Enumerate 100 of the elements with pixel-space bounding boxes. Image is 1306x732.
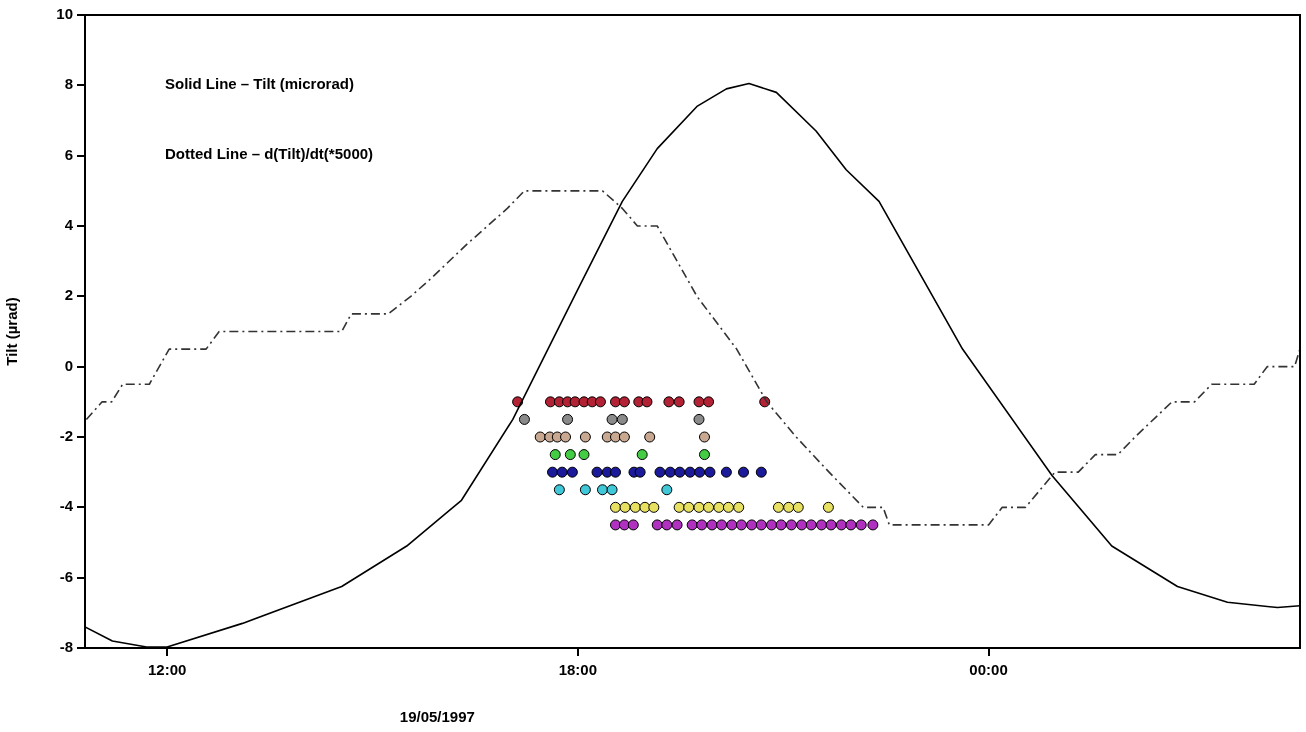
annotation: Dotted Line – d(Tilt)/dt(*5000)	[165, 145, 374, 163]
y-tick-label: 0	[64, 356, 73, 374]
point	[569, 396, 581, 408]
point	[553, 484, 565, 496]
point	[641, 396, 653, 408]
point	[733, 501, 745, 513]
point	[755, 466, 767, 478]
point	[683, 501, 695, 513]
point	[544, 396, 556, 408]
point	[663, 396, 675, 408]
point	[783, 501, 795, 513]
point	[616, 413, 628, 425]
point	[591, 466, 603, 478]
point	[596, 484, 608, 496]
point	[698, 431, 710, 443]
y-tick-label: 6	[64, 145, 73, 163]
point	[651, 519, 663, 531]
point	[629, 501, 641, 513]
point	[594, 396, 606, 408]
point	[518, 413, 530, 425]
point	[775, 519, 787, 531]
point	[704, 466, 716, 478]
point	[534, 431, 546, 443]
point	[816, 519, 828, 531]
point	[684, 466, 696, 478]
annotation: Solid Line – Tilt (microrad)	[165, 75, 354, 93]
point	[606, 484, 618, 496]
point	[822, 501, 834, 513]
point	[661, 484, 673, 496]
point	[796, 519, 808, 531]
point	[579, 431, 591, 443]
point	[722, 501, 734, 513]
point	[772, 501, 784, 513]
point	[562, 413, 574, 425]
x-axis-title: 19/05/1997	[399, 708, 475, 726]
y-tick-label: 4	[64, 216, 74, 234]
point	[713, 501, 725, 513]
line-series	[85, 190, 1300, 526]
point	[578, 449, 590, 461]
point	[654, 466, 666, 478]
point	[755, 519, 767, 531]
y-tick-label: 8	[64, 75, 73, 93]
point	[549, 449, 561, 461]
point	[693, 413, 705, 425]
point	[825, 519, 837, 531]
point	[693, 501, 705, 513]
x-tick-label: 18:00	[558, 661, 598, 679]
point	[579, 484, 591, 496]
point	[627, 519, 639, 531]
x-tick-label: 00:00	[969, 661, 1008, 679]
point	[566, 466, 578, 478]
point	[738, 466, 749, 478]
point	[805, 519, 817, 531]
point	[673, 501, 685, 513]
point	[698, 449, 710, 461]
point	[609, 396, 621, 408]
point	[609, 501, 621, 513]
point	[706, 519, 718, 531]
point	[867, 519, 879, 531]
x-tick-label: 12:00	[147, 661, 187, 679]
point	[560, 431, 572, 443]
point	[726, 519, 738, 531]
point	[547, 466, 559, 478]
point	[674, 466, 686, 478]
point	[792, 501, 804, 513]
y-tick-label: 10	[56, 5, 73, 23]
y-tick-label: -6	[59, 567, 73, 585]
point	[716, 519, 728, 531]
point	[703, 501, 715, 513]
point	[609, 466, 621, 478]
y-axis-title: Tilt (µrad)	[3, 297, 21, 366]
point	[609, 519, 621, 531]
point	[835, 519, 847, 531]
point	[746, 519, 758, 531]
y-tick-label: -8	[59, 638, 73, 656]
point	[703, 396, 715, 408]
point	[766, 519, 778, 531]
point	[564, 449, 576, 461]
point	[693, 396, 705, 408]
point	[619, 501, 631, 513]
point	[686, 519, 698, 531]
point	[845, 519, 857, 531]
point	[556, 466, 568, 478]
point	[661, 519, 673, 531]
point	[855, 519, 867, 531]
point	[664, 466, 676, 478]
point	[636, 449, 648, 461]
point	[720, 466, 732, 478]
point	[618, 431, 630, 443]
point	[735, 519, 747, 531]
point	[673, 396, 685, 408]
y-tick-label: 2	[64, 286, 73, 304]
point	[671, 519, 683, 531]
point	[609, 431, 621, 443]
point	[696, 519, 708, 531]
point	[694, 466, 706, 478]
point	[644, 431, 656, 443]
point	[634, 466, 646, 478]
point	[785, 519, 797, 531]
point	[639, 501, 651, 513]
